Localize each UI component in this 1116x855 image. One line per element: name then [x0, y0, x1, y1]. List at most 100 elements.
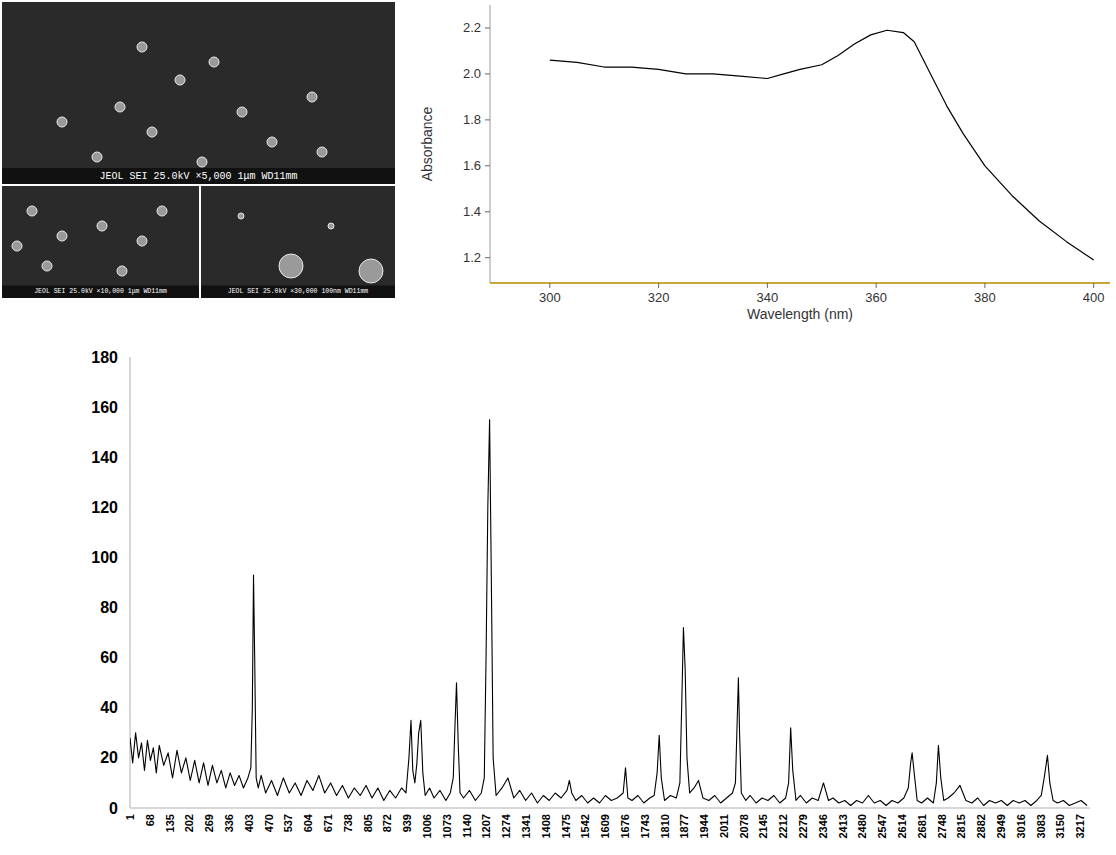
sem-image: JEOL SEI 25.0kV ×5,000 1μm WD11mm — [2, 2, 395, 184]
x-tick-label: 2413 — [837, 814, 849, 838]
sem-particle — [117, 266, 127, 276]
x-tick-label: 3016 — [1015, 814, 1027, 838]
sem-particle — [97, 221, 107, 231]
sem-image: JEOL SEI 25.0kV ×30,000 100nm WD11mm — [201, 186, 395, 298]
x-tick-label: 1341 — [520, 814, 532, 838]
x-tick-label: 1542 — [579, 814, 591, 838]
x-tick — [549, 283, 550, 288]
x-tick-label: 2949 — [995, 814, 1007, 838]
x-tick-label: 135 — [164, 814, 176, 832]
x-tick-label: 1073 — [441, 814, 453, 838]
sem-caption: JEOL SEI 25.0kV ×10,000 1μm WD11mm — [34, 288, 167, 295]
x-tick-label: 2547 — [876, 814, 888, 838]
x-tick-label: 537 — [282, 814, 294, 832]
sem-particle — [57, 231, 67, 241]
data-line — [130, 420, 1087, 806]
x-axis — [130, 808, 1090, 809]
x-tick-label: 2681 — [916, 814, 928, 838]
x-tick-label: 202 — [183, 814, 195, 832]
sem-particle — [157, 206, 167, 216]
x-tick-label: 1877 — [678, 814, 690, 838]
sem-particle — [42, 261, 52, 271]
x-tick-label: 380 — [974, 290, 996, 305]
x-tick-label: 1207 — [480, 814, 492, 838]
x-tick-label: 1810 — [659, 814, 671, 838]
plot-area — [130, 420, 1087, 806]
background — [0, 0, 1116, 855]
x-tick-label: 1475 — [560, 814, 572, 838]
sem-particle — [27, 206, 37, 216]
sem-caption-bar — [201, 286, 395, 299]
sem-particle — [328, 223, 334, 229]
x-tick-label: 2145 — [757, 814, 769, 838]
x-tick-label: 1 — [124, 814, 136, 820]
x-tick-label: 470 — [263, 814, 275, 832]
x-tick-label: 2480 — [856, 814, 868, 838]
x-tick-label: 805 — [362, 814, 374, 832]
y-axis-title: Absorbance — [419, 106, 435, 181]
sem-particle — [12, 241, 22, 251]
y-tick — [485, 211, 490, 212]
x-tick-label: 671 — [322, 814, 334, 832]
sem-particle — [57, 117, 67, 127]
y-tick-label: 2.2 — [463, 20, 481, 35]
sem-image: JEOL SEI 25.0kV ×10,000 1μm WD11mm — [2, 186, 199, 298]
y-tick — [485, 165, 490, 166]
x-tick — [876, 283, 877, 288]
sem-caption: JEOL SEI 25.0kV ×5,000 1μm WD11mm — [99, 171, 297, 182]
sem-background — [2, 2, 395, 184]
x-tick-label: 2011 — [718, 814, 730, 838]
x-tick-label: 604 — [302, 813, 314, 832]
x-tick-label: 1676 — [619, 814, 631, 838]
y-tick-label: 160 — [91, 399, 118, 416]
x-tick-label: 1006 — [421, 814, 433, 838]
plot-area — [550, 30, 1094, 260]
x-tick-label: 2212 — [777, 814, 789, 838]
y-tick-label: 80 — [100, 599, 118, 616]
x-tick-label: 320 — [648, 290, 670, 305]
y-tick-label: 1.4 — [463, 204, 481, 219]
y-tick-label: 60 — [100, 649, 118, 666]
x-tick-label: 939 — [401, 814, 413, 832]
x-tick-label: 1609 — [599, 814, 611, 838]
sem-particle — [147, 127, 157, 137]
sem-particle — [317, 147, 327, 157]
data-line — [550, 30, 1094, 260]
x-tick — [1093, 283, 1094, 288]
x-tick-label: 738 — [342, 814, 354, 832]
y-tick-label: 120 — [91, 499, 118, 516]
x-tick-label: 2346 — [817, 814, 829, 838]
y-tick-label: 140 — [91, 449, 118, 466]
x-tick-label: 360 — [865, 290, 887, 305]
y-tick-label: 1.8 — [463, 112, 481, 127]
y-tick-label: 100 — [91, 549, 118, 566]
y-tick-label: 0 — [109, 800, 118, 817]
x-tick-label: 3083 — [1035, 814, 1047, 838]
x-tick-label: 2815 — [955, 814, 967, 838]
x-tick-label: 872 — [381, 814, 393, 832]
sem-particle — [359, 259, 383, 283]
x-axis — [490, 282, 1110, 284]
x-tick-label: 1743 — [639, 814, 651, 838]
sem-particle — [175, 75, 185, 85]
x-tick-label: 400 — [1083, 290, 1105, 305]
x-tick-label: 2748 — [936, 814, 948, 838]
sem-caption-bar — [2, 168, 395, 184]
x-tick-label: 269 — [203, 814, 215, 832]
sem-particle — [279, 254, 303, 278]
sem-caption: JEOL SEI 25.0kV ×30,000 100nm WD11mm — [228, 288, 369, 295]
sem-particle — [237, 107, 247, 117]
y-tick-label: 1.6 — [463, 158, 481, 173]
x-tick-label: 68 — [144, 814, 156, 826]
sem-background — [2, 186, 199, 298]
x-tick — [767, 283, 768, 288]
sem-particle — [115, 102, 125, 112]
x-tick-label: 2882 — [975, 814, 987, 838]
y-tick — [485, 73, 490, 74]
x-tick — [984, 283, 985, 288]
chart: 1.21.41.61.82.02.2300320340360380400Wave… — [419, 5, 1110, 322]
y-tick-label: 40 — [100, 699, 118, 716]
x-tick-label: 3150 — [1054, 814, 1066, 838]
x-tick-label: 2614 — [896, 813, 908, 838]
x-tick-label: 1408 — [540, 814, 552, 838]
